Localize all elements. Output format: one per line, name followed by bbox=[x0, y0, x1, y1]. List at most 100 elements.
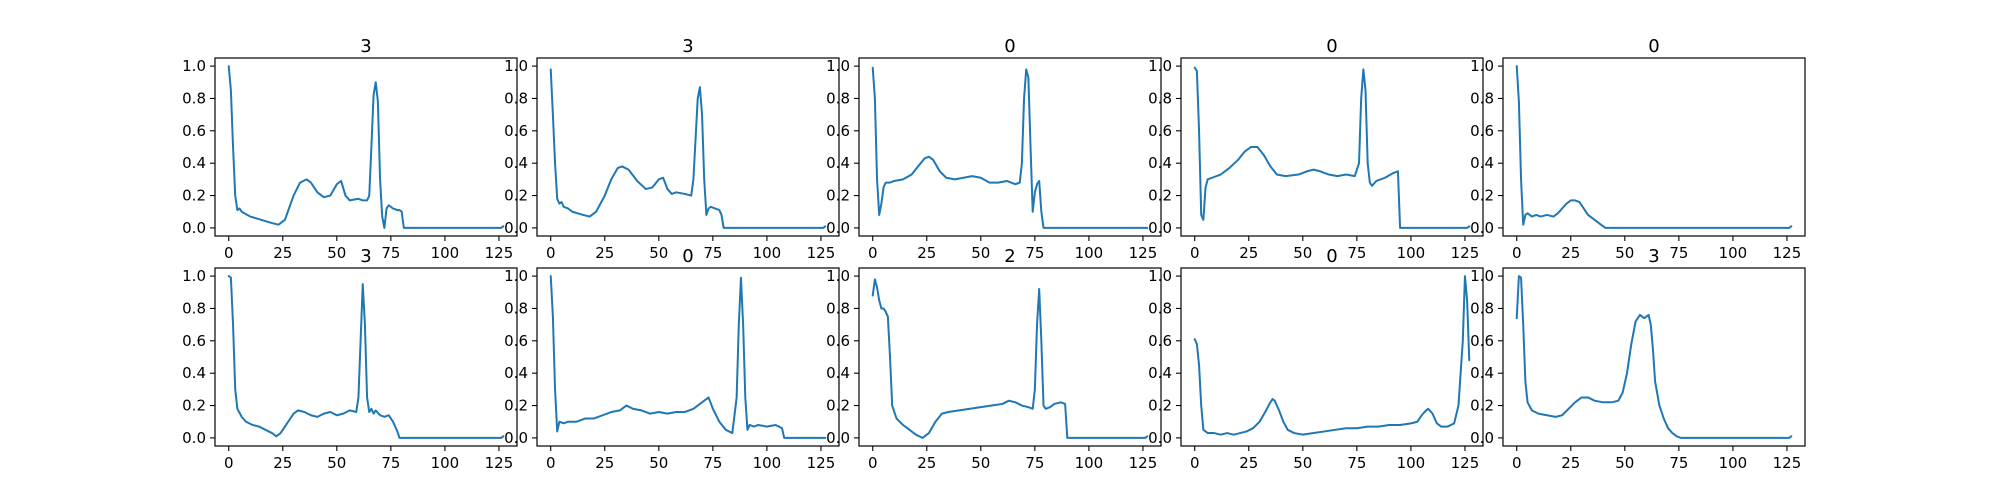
y-tick-label: 0.4 bbox=[1148, 364, 1172, 382]
subplot-5: 0 25 50 75 100 125 0.0 0.2 0.4 0.6 0.8 1.0 0 bbox=[1470, 36, 1806, 262]
y-tick-label: 1.0 bbox=[1148, 57, 1172, 75]
series-line bbox=[871, 278, 1149, 439]
y-tick-label: 0.2 bbox=[182, 397, 206, 415]
y-tick-label: 0.4 bbox=[1470, 364, 1494, 382]
x-tick-label: 0 bbox=[1190, 244, 1200, 262]
subplot-6: 0 25 50 75 100 125 0.0 0.2 0.4 0.6 0.8 1.0 3 bbox=[182, 246, 518, 472]
x-tick-label: 75 bbox=[703, 454, 722, 472]
y-tick-label: 1.0 bbox=[1148, 267, 1172, 285]
y-tick-label: 1.0 bbox=[1470, 57, 1494, 75]
y-tick-label: 0.0 bbox=[1148, 219, 1172, 237]
x-tick-label: 50 bbox=[649, 244, 668, 262]
y-tick-label: 0.4 bbox=[1148, 154, 1172, 172]
y-tick-label: 0.4 bbox=[182, 364, 206, 382]
y-tick-label: 1.0 bbox=[826, 267, 850, 285]
y-tick-label: 0.4 bbox=[826, 364, 850, 382]
subplot-10: 0 25 50 75 100 125 0.0 0.2 0.4 0.6 0.8 1.0 3 bbox=[1470, 246, 1806, 472]
x-tick-label: 25 bbox=[595, 454, 614, 472]
subplot-9: 0 25 50 75 100 125 0.0 0.2 0.4 0.6 0.8 1.0 0 bbox=[1148, 246, 1484, 472]
x-tick-label: 25 bbox=[1239, 244, 1258, 262]
x-tick-label: 75 bbox=[1025, 454, 1044, 472]
x-tick-label: 125 bbox=[1451, 454, 1480, 472]
y-tick-label: 0.8 bbox=[1470, 299, 1494, 317]
x-tick-label: 125 bbox=[1451, 244, 1480, 262]
y-tick-label: 0.2 bbox=[504, 187, 528, 205]
x-tick-label: 75 bbox=[1669, 454, 1688, 472]
x-tick-label: 50 bbox=[649, 454, 668, 472]
x-tick-label: 50 bbox=[327, 244, 346, 262]
y-tick-label: 0.6 bbox=[504, 332, 528, 350]
x-tick-label: 50 bbox=[971, 454, 990, 472]
y-tick-label: 0.8 bbox=[1148, 89, 1172, 107]
axes-frame bbox=[858, 57, 1162, 237]
subplot-4: 0 25 50 75 100 125 0.0 0.2 0.4 0.6 0.8 1.0 0 bbox=[1148, 36, 1484, 262]
x-tick-label: 125 bbox=[1129, 244, 1158, 262]
x-tick-label: 75 bbox=[1347, 454, 1366, 472]
y-tick-label: 0.0 bbox=[504, 429, 528, 447]
y-tick-label: 0.4 bbox=[504, 154, 528, 172]
y-tick-label: 0.8 bbox=[826, 299, 850, 317]
y-tick-label: 0.0 bbox=[1470, 429, 1494, 447]
x-tick-label: 75 bbox=[1347, 244, 1366, 262]
axes-frame bbox=[536, 57, 840, 237]
x-tick-label: 25 bbox=[1561, 244, 1580, 262]
subplot-8: 0 25 50 75 100 125 0.0 0.2 0.4 0.6 0.8 1.0 2 bbox=[826, 246, 1162, 472]
x-tick-label: 0 bbox=[224, 454, 234, 472]
subplot-title: 3 bbox=[682, 36, 693, 57]
y-tick-label: 0.8 bbox=[182, 299, 206, 317]
y-tick-label: 0.8 bbox=[826, 89, 850, 107]
y-tick-label: 0.2 bbox=[1148, 187, 1172, 205]
x-tick-label: 50 bbox=[1615, 244, 1634, 262]
x-tick-label: 100 bbox=[1397, 244, 1426, 262]
y-tick-label: 1.0 bbox=[182, 57, 206, 75]
y-tick-label: 1.0 bbox=[182, 267, 206, 285]
y-tick-label: 0.0 bbox=[826, 219, 850, 237]
x-tick-label: 25 bbox=[595, 244, 614, 262]
axes-frame bbox=[1180, 267, 1484, 447]
x-tick-label: 100 bbox=[753, 454, 782, 472]
subplot-title: 0 bbox=[1326, 36, 1337, 57]
x-tick-label: 25 bbox=[273, 454, 292, 472]
x-tick-label: 0 bbox=[1190, 454, 1200, 472]
subplot-title: 3 bbox=[1648, 246, 1659, 267]
y-tick-label: 0.6 bbox=[1470, 332, 1494, 350]
y-tick-label: 0.0 bbox=[826, 429, 850, 447]
x-tick-label: 25 bbox=[273, 244, 292, 262]
y-tick-label: 0.6 bbox=[1470, 122, 1494, 140]
series-line bbox=[549, 68, 827, 229]
y-tick-label: 0.6 bbox=[182, 122, 206, 140]
axes-frame bbox=[1180, 57, 1484, 237]
x-tick-label: 125 bbox=[485, 454, 514, 472]
x-tick-label: 0 bbox=[868, 454, 878, 472]
y-tick-label: 0.6 bbox=[826, 332, 850, 350]
series-line bbox=[1193, 66, 1471, 229]
series-line bbox=[1515, 275, 1793, 439]
subplot-title: 0 bbox=[1326, 246, 1337, 267]
x-tick-label: 75 bbox=[381, 244, 400, 262]
y-tick-label: 0.6 bbox=[1148, 332, 1172, 350]
x-tick-label: 50 bbox=[1293, 244, 1312, 262]
y-tick-label: 0.2 bbox=[1470, 187, 1494, 205]
x-tick-label: 25 bbox=[1239, 454, 1258, 472]
x-tick-label: 50 bbox=[971, 244, 990, 262]
x-tick-label: 0 bbox=[224, 244, 234, 262]
x-tick-label: 0 bbox=[1512, 244, 1522, 262]
y-tick-label: 0.4 bbox=[504, 364, 528, 382]
subplot-title: 2 bbox=[1004, 246, 1015, 267]
x-tick-label: 50 bbox=[1615, 454, 1634, 472]
y-tick-label: 0.2 bbox=[182, 187, 206, 205]
x-tick-label: 125 bbox=[1129, 454, 1158, 472]
y-tick-label: 0.8 bbox=[1148, 299, 1172, 317]
y-tick-label: 1.0 bbox=[826, 57, 850, 75]
series-line bbox=[227, 65, 505, 229]
x-tick-label: 125 bbox=[485, 244, 514, 262]
x-tick-label: 75 bbox=[1025, 244, 1044, 262]
y-tick-label: 0.6 bbox=[826, 122, 850, 140]
series-line bbox=[549, 275, 827, 439]
x-tick-label: 100 bbox=[431, 244, 460, 262]
y-tick-label: 0.0 bbox=[1148, 429, 1172, 447]
x-tick-label: 125 bbox=[807, 454, 836, 472]
series-line bbox=[227, 275, 505, 439]
y-tick-label: 0.6 bbox=[1148, 122, 1172, 140]
